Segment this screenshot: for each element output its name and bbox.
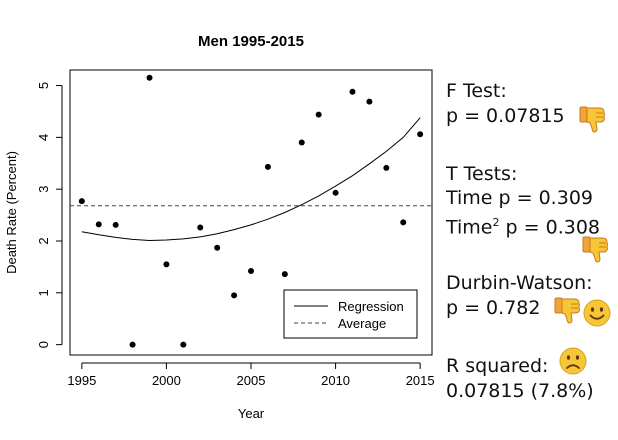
x-tick-label: 2000 xyxy=(152,373,181,388)
y-tick-label: 5 xyxy=(36,82,51,89)
legend-label-average: Average xyxy=(338,316,386,331)
data-point xyxy=(180,341,187,348)
y-axis-label: Death Rate (Percent) xyxy=(4,151,19,274)
y-tick-label: 3 xyxy=(36,186,51,193)
regression-line xyxy=(81,117,421,242)
time-squared-p-value: Time2 p = 0.308 xyxy=(446,211,600,239)
time-squared-label: Time xyxy=(446,216,493,239)
data-point xyxy=(383,164,390,171)
data-point xyxy=(163,261,170,268)
durbin-watson-p-value: p = 0.782 xyxy=(446,297,541,319)
y-tick-label: 2 xyxy=(36,237,51,244)
data-point xyxy=(298,139,305,146)
r-squared-value: 0.07815 (7.8%) xyxy=(446,380,594,402)
data-point xyxy=(332,189,339,196)
durbin-watson-title: Durbin-Watson: xyxy=(446,272,593,294)
y-tick-label: 0 xyxy=(36,341,51,348)
data-point xyxy=(214,244,221,251)
r-squared-title: R squared: xyxy=(446,355,549,377)
f-test-p-value: p = 0.07815 xyxy=(446,105,565,127)
x-tick-label: 2015 xyxy=(406,373,435,388)
x-tick-label: 1995 xyxy=(67,373,96,388)
thumbs-down-icon xyxy=(582,236,608,263)
y-tick-label: 4 xyxy=(36,134,51,141)
data-point xyxy=(231,292,238,299)
smiling-face-icon xyxy=(583,299,611,327)
data-point xyxy=(366,98,373,105)
data-point xyxy=(248,268,254,275)
x-axis-label: Year xyxy=(238,406,265,421)
x-tick-label: 2010 xyxy=(321,373,350,388)
time-p-value: Time p = 0.309 xyxy=(446,187,593,209)
thumbs-down-icon xyxy=(579,106,605,133)
legend-box xyxy=(283,289,418,339)
time-squared-exponent: 2 xyxy=(492,216,500,229)
time-squared-p: p = 0.308 xyxy=(499,216,600,239)
data-point xyxy=(95,221,102,228)
y-tick-label: 1 xyxy=(36,289,51,296)
data-point xyxy=(112,221,119,228)
t-tests-title: T Tests: xyxy=(446,163,518,185)
data-point xyxy=(315,111,322,118)
data-point xyxy=(197,224,204,231)
legend-label-regression: Regression xyxy=(338,299,404,314)
plot-frame xyxy=(69,69,433,356)
data-point xyxy=(400,219,407,226)
data-point xyxy=(146,74,153,81)
thumbs-down-icon xyxy=(554,297,580,324)
x-tick-label: 2005 xyxy=(237,373,266,388)
chart: Men 1995-2015 1995 2000 2005 2010 2015 Year 0 1 2… xyxy=(4,33,435,421)
data-point xyxy=(281,271,288,278)
f-test-title: F Test: xyxy=(446,80,507,102)
data-point xyxy=(78,198,85,205)
data-point xyxy=(417,131,424,138)
frowning-face-icon xyxy=(559,347,587,375)
data-point xyxy=(264,163,271,170)
data-point xyxy=(129,341,136,348)
data-point xyxy=(349,88,356,95)
chart-title: Men 1995-2015 xyxy=(198,33,304,50)
